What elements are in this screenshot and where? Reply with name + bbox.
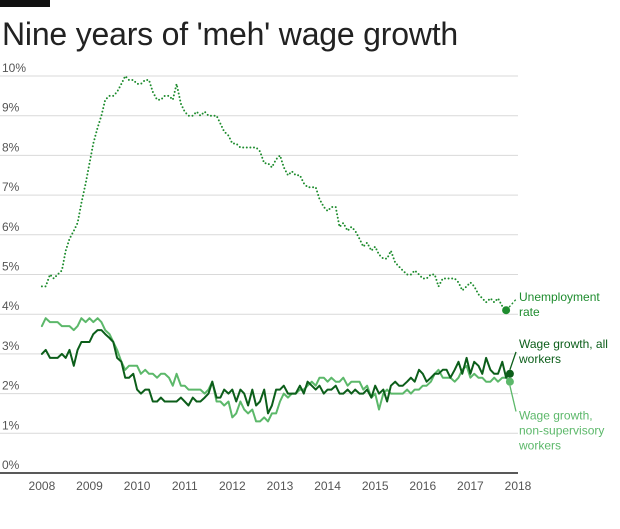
series-end-marker-0	[502, 306, 511, 315]
y-tick-label: 8%	[2, 140, 20, 154]
annotation-connector-1	[509, 351, 517, 370]
series-line-2	[40, 317, 511, 423]
y-tick-label: 1%	[2, 418, 20, 432]
annotation-label-1: workers	[518, 352, 561, 366]
x-tick-label: 2017	[457, 479, 484, 493]
annotation-connectors	[508, 297, 518, 412]
gridlines	[0, 75, 518, 474]
x-tick-label: 2008	[29, 479, 56, 493]
x-tick-label: 2016	[409, 479, 436, 493]
y-tick-label: 0%	[2, 458, 20, 472]
series-line-0	[40, 75, 508, 312]
annotation-connector-0	[508, 297, 518, 308]
x-tick-label: 2011	[172, 479, 198, 493]
x-tick-label: 2010	[124, 479, 151, 493]
brand-bar	[0, 0, 50, 7]
series-end-markers	[502, 306, 514, 386]
y-tick-label: 10%	[2, 61, 26, 75]
annotation-label-2: non-supervisory	[519, 423, 604, 437]
annotation-connector-2	[509, 385, 517, 412]
x-tick-label: 2015	[362, 479, 389, 493]
chart-title: Nine years of 'meh' wage growth	[2, 16, 459, 52]
series-end-marker-1	[505, 369, 514, 378]
x-tick-label: 2014	[314, 479, 341, 493]
y-axis-tick-labels: 0% 1% 2% 3% 4% 5% 6% 7% 8% 9% 10%	[2, 61, 26, 472]
series-end-marker-2	[505, 377, 514, 386]
y-tick-label: 4%	[2, 299, 20, 313]
annotation-label-0: Unemployment	[519, 290, 600, 304]
annotation-label-2: Wage growth,	[519, 408, 593, 422]
series-line-1	[40, 329, 511, 415]
series-lines	[40, 75, 511, 423]
x-tick-label: 2018	[505, 479, 532, 493]
y-tick-label: 5%	[2, 260, 20, 274]
y-tick-label: 6%	[2, 220, 20, 234]
x-tick-label: 2013	[267, 479, 294, 493]
x-tick-label: 2009	[76, 479, 103, 493]
annotation-label-0: rate	[519, 305, 540, 319]
y-tick-label: 7%	[2, 180, 20, 194]
y-tick-label: 2%	[2, 379, 20, 393]
y-tick-label: 9%	[2, 101, 20, 115]
annotation-label-1: Wage growth, all	[519, 337, 608, 351]
y-tick-label: 3%	[2, 339, 20, 353]
x-axis-tick-labels: 2008 2009 2010 2011 2012 2013 2014 2015 2016 2017…	[29, 479, 532, 493]
x-tick-label: 2012	[219, 479, 246, 493]
annotation-label-2: workers	[518, 438, 561, 452]
